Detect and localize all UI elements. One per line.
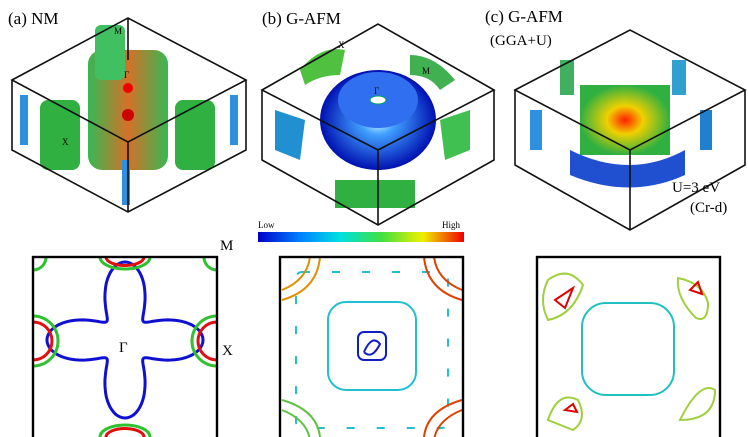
colorbar-high: High <box>442 220 461 230</box>
cube-g-afm <box>260 23 496 226</box>
colorbar-low: Low <box>258 220 275 230</box>
panel-subtitle: (GGA+U) <box>490 33 552 49</box>
point-label: Γ <box>119 340 128 356</box>
panel-title: (c) G-AFM <box>485 7 563 26</box>
colorbar <box>258 232 464 242</box>
point-label: Γ <box>124 70 129 80</box>
slice-g-afm <box>278 255 465 437</box>
point-label: M <box>422 66 430 76</box>
annotation: U=3 eV <box>672 180 720 196</box>
point-label: X <box>222 343 233 359</box>
panel-title: (a) NM <box>8 9 59 28</box>
point-label: Γ <box>374 86 379 96</box>
point-label: M <box>220 238 233 254</box>
cube-gga-u <box>513 29 747 231</box>
contour <box>45 260 205 420</box>
annotation: (Cr-d) <box>690 200 727 216</box>
slice-nm: Γ M X <box>31 238 233 437</box>
point-label: X <box>338 40 345 50</box>
point-label: X <box>62 137 69 147</box>
point-label: M <box>114 26 122 36</box>
slice-gga-u <box>535 255 722 437</box>
cube-nm <box>10 17 248 213</box>
panel-title: (b) G-AFM <box>262 9 341 28</box>
